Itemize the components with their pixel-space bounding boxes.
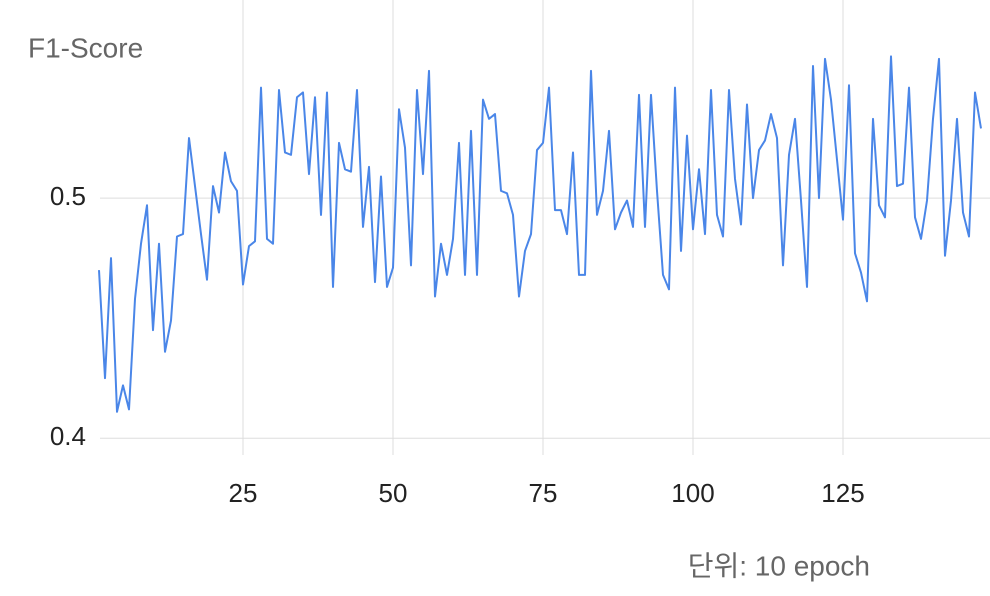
y-tick-label: 0.4	[50, 421, 86, 451]
y-tick-label: 0.5	[50, 181, 86, 211]
x-tick-label: 125	[821, 478, 864, 508]
y-axis-title: F1-Score	[28, 32, 143, 63]
x-axis-title: 단위: 10 epoch	[688, 550, 870, 581]
line	[98, 55, 982, 413]
x-tick-label: 75	[529, 478, 558, 508]
x-tick-label: 50	[379, 478, 408, 508]
x-tick-label: 25	[229, 478, 258, 508]
x-tick-label: 100	[671, 478, 714, 508]
